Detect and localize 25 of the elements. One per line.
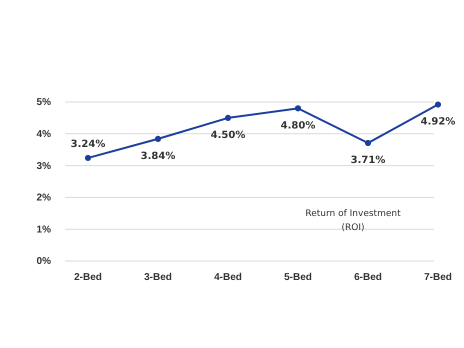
- data-label: 3.84%: [140, 150, 176, 162]
- point: [154, 136, 162, 142]
- data-label: 4.80%: [280, 120, 316, 132]
- x-tick-label: 4-Bed: [214, 272, 242, 284]
- x-tick-label: 5-Bed: [284, 272, 312, 284]
- data-label: 4.50%: [210, 130, 246, 141]
- y-tick-label: 0%: [36, 256, 52, 268]
- y-tick-label: 4%: [36, 129, 52, 140]
- data-label: 3.24%: [70, 138, 106, 150]
- point: [294, 105, 302, 112]
- x-tick-label: 3-Bed: [144, 272, 172, 284]
- text: Return of Investment (ROI): [305, 209, 402, 233]
- data-label: 3.71%: [350, 155, 386, 166]
- x-tick-label: 2-Bed: [74, 272, 102, 284]
- point: [224, 114, 232, 121]
- y-tick-label: 3%: [36, 160, 52, 172]
- point: [84, 154, 92, 162]
- y-tick-label: 5%: [36, 97, 52, 108]
- y-tick-label: 1%: [36, 224, 52, 236]
- y-tick-label: 2%: [36, 192, 52, 204]
- data-label: 4.92%: [420, 116, 456, 128]
- point: [364, 140, 372, 146]
- point: [434, 101, 442, 108]
- x-tick-label: 7-Bed: [424, 272, 452, 284]
- x-tick-label: 6-Bed: [354, 272, 382, 284]
